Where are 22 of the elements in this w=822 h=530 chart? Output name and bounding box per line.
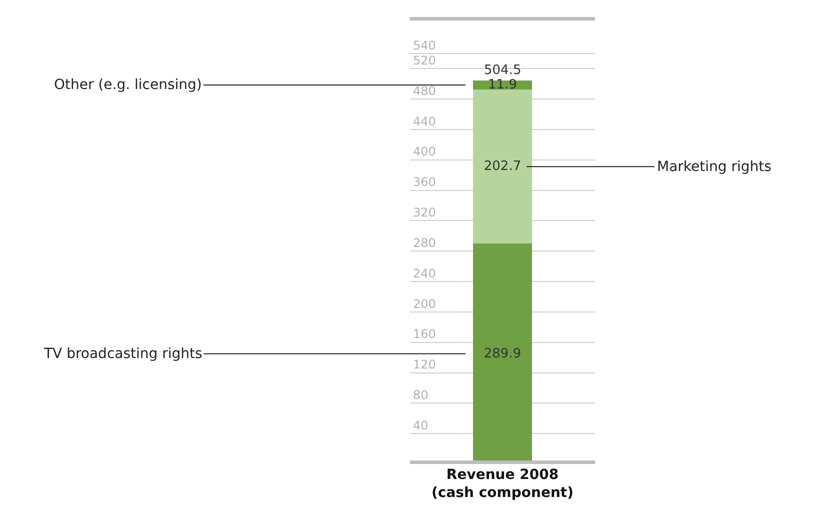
y-tick-label: 40 <box>413 418 428 432</box>
data-label: 289.9 <box>484 346 522 362</box>
y-tick-label: 160 <box>413 327 436 342</box>
y-tick-label: 280 <box>413 236 436 250</box>
y-tick-label: 320 <box>413 206 436 220</box>
y-tick-label: 520 <box>413 53 436 68</box>
y-tick-label: 360 <box>413 175 436 190</box>
total-label: 504.5 <box>484 63 522 78</box>
text: TV broadcasting rights <box>43 346 202 362</box>
y-tick-label: 480 <box>413 84 436 98</box>
y-tick-label: 440 <box>413 114 436 128</box>
text: Other (e.g. licensing) <box>54 77 202 93</box>
y-tick-label: 240 <box>413 266 436 280</box>
y-tick-label: 120 <box>413 358 436 372</box>
text: Marketing rights <box>657 159 772 175</box>
y-tick-label: 200 <box>413 296 436 311</box>
x-tick-label: Revenue 2008 (cash component) <box>432 467 574 502</box>
y-tick-label: 540 <box>413 38 436 52</box>
y-tick-label: 400 <box>413 144 436 159</box>
y-tick-label: 80 <box>413 388 428 402</box>
data-label: 11.9 <box>488 78 517 92</box>
data-label: 202.7 <box>484 159 522 174</box>
